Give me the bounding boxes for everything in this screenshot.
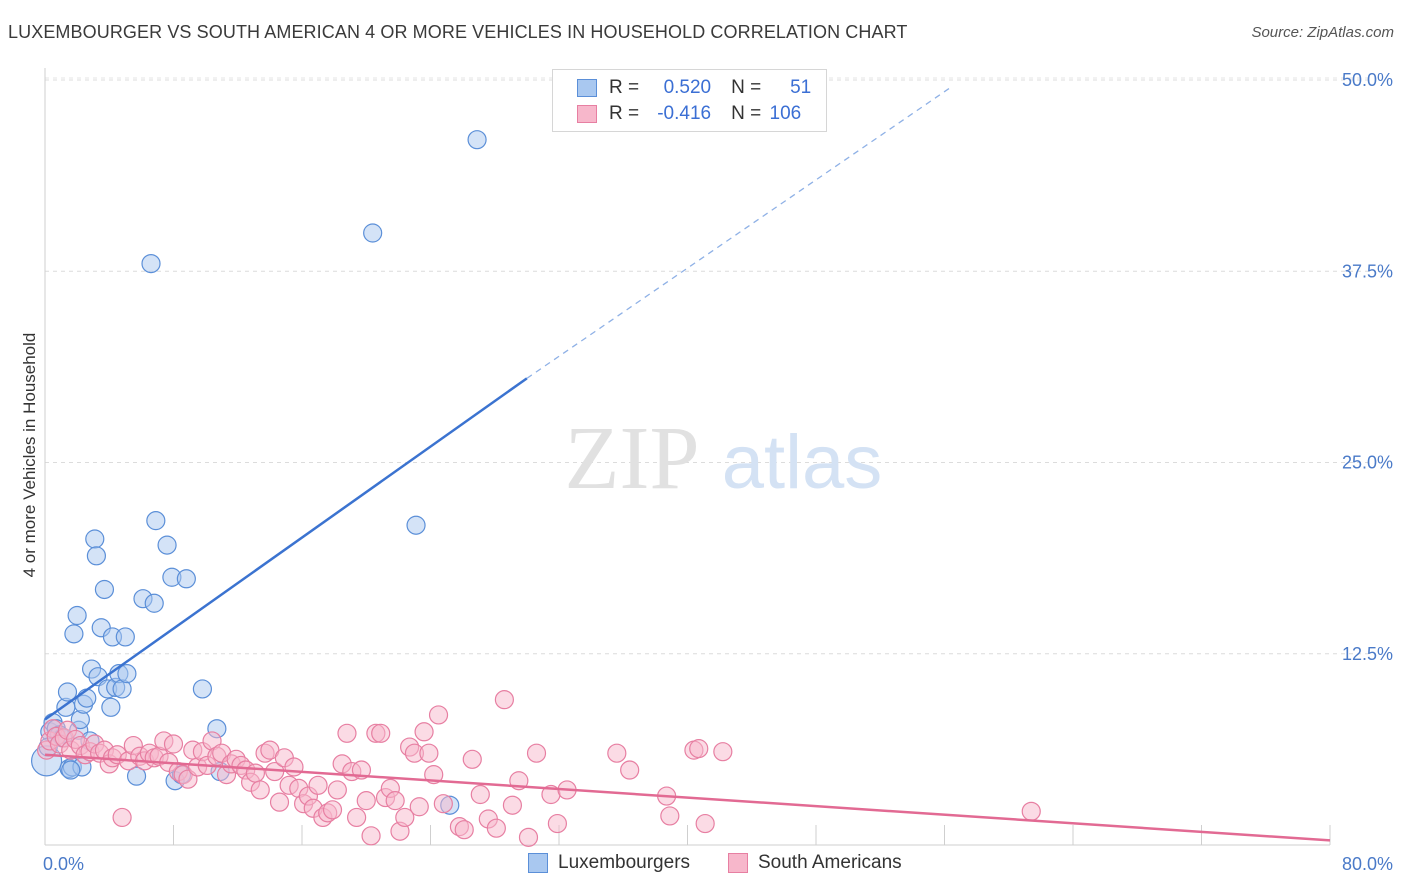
legend-label-luxembourgers: Luxembourgers	[558, 852, 691, 873]
south-american-point	[269, 792, 290, 812]
y-tick-label: 12.5%	[1342, 644, 1393, 664]
south-american-point	[337, 723, 357, 743]
x-tick-label-max: 80.0%	[1342, 854, 1393, 874]
south-american-point	[486, 818, 506, 838]
south-american-point	[428, 705, 449, 725]
axes	[44, 68, 1331, 846]
luxembourger-point	[126, 766, 147, 786]
luxembourger-point	[101, 697, 121, 717]
y-tick-label: 37.5%	[1342, 261, 1393, 281]
south-american-point	[518, 827, 539, 847]
chart-title: LUXEMBOURGER VS SOUTH AMERICAN 4 OR MORE…	[8, 22, 908, 42]
south-american-point	[494, 690, 514, 710]
trend-lines	[44, 85, 1331, 842]
south-americans-swatch	[577, 105, 597, 123]
luxembourger-point	[94, 579, 115, 600]
luxembourger-point	[406, 515, 426, 535]
south-american-point	[327, 780, 347, 800]
r-value-south-americans: -0.416	[657, 103, 712, 124]
south-american-point	[660, 806, 680, 826]
legend-row-south-americans: R = -0.416 N = 106	[577, 102, 801, 126]
luxembourger-point	[157, 535, 177, 555]
luxembourger-point	[192, 679, 213, 699]
south-american-point	[245, 763, 266, 783]
r-label: R =	[609, 103, 640, 124]
south-american-point	[689, 739, 709, 759]
south-american-point	[385, 791, 405, 811]
south-american-point	[620, 760, 640, 780]
watermark-zip: ZIP	[565, 409, 700, 508]
y-tick-label: 25.0%	[1342, 453, 1393, 473]
series-legend: Luxembourgers South Americans	[0, 852, 1406, 876]
x-tick-label-min: 0.0%	[43, 854, 84, 874]
south-american-point	[414, 722, 434, 742]
south-american-point	[462, 749, 482, 769]
luxembourger-point	[77, 688, 97, 708]
luxembourger-point	[176, 569, 196, 589]
luxembourger-point	[363, 223, 383, 243]
y-axis-label: 4 or more Vehicles in Household	[20, 333, 39, 578]
south-american-point	[163, 734, 184, 754]
luxembourger-trend-line	[44, 377, 528, 721]
luxembourger-point	[85, 529, 105, 549]
luxembourger-point	[67, 605, 87, 626]
n-value-south-americans: 106	[769, 103, 802, 124]
south-american-point	[250, 780, 270, 800]
data-points	[31, 130, 1041, 847]
luxembourger-point	[115, 627, 135, 647]
south-american-point	[470, 784, 490, 805]
luxembourger-point	[64, 624, 84, 644]
south-american-trend-line	[44, 753, 1331, 842]
south-american-point	[347, 807, 367, 828]
grid-lines	[45, 77, 1370, 655]
south-american-point	[371, 723, 391, 743]
legend-label-south-americans: South Americans	[758, 852, 902, 873]
luxembourger-point	[57, 682, 78, 702]
source-label: Source: ZipAtlas.com	[1251, 24, 1394, 41]
watermark: ZIP atlas	[565, 409, 883, 508]
south-american-point	[112, 807, 132, 828]
watermark-atlas: atlas	[722, 420, 883, 505]
legend-row-luxembourgers: R = 0.520 N = 51	[577, 76, 811, 100]
south-american-point	[322, 800, 343, 820]
r-label: R =	[609, 77, 640, 98]
n-value-luxembourgers: 51	[790, 77, 812, 98]
south-american-point	[547, 813, 567, 834]
south-american-point	[502, 795, 523, 815]
r-value-luxembourgers: 0.520	[663, 77, 712, 98]
south-american-point	[361, 826, 381, 846]
luxembourger-point	[467, 130, 487, 150]
south-american-point	[454, 820, 474, 840]
n-label: N =	[731, 103, 762, 124]
luxembourger-point	[141, 254, 161, 274]
south-american-point	[409, 797, 429, 817]
luxembourger-point	[144, 593, 164, 613]
south-american-point	[284, 757, 304, 777]
south-american-point	[713, 742, 733, 762]
luxembourger-point	[86, 546, 107, 566]
luxembourger-point	[117, 664, 137, 684]
correlation-legend: R = 0.520 N = 51 R = -0.416 N = 106	[552, 69, 827, 132]
tick-labels: 12.5% 25.0% 37.5% 50.0% 0.0% 80.0%	[43, 70, 1393, 874]
south-american-point	[1021, 801, 1041, 821]
south-american-point	[607, 743, 627, 763]
south-american-point	[695, 813, 715, 834]
y-tick-label: 50.0%	[1342, 70, 1393, 90]
luxembourgers-swatch	[528, 853, 548, 873]
luxembourger-point	[146, 511, 166, 531]
south-american-point	[356, 791, 376, 811]
south-american-point	[526, 743, 547, 763]
legend-item-south-americans[interactable]: South Americans	[728, 852, 902, 874]
luxembourger-point	[61, 760, 81, 780]
south-american-point	[308, 775, 328, 795]
luxembourger-trend-extension	[526, 85, 953, 379]
south-american-point	[419, 743, 439, 763]
south-americans-swatch	[728, 853, 748, 873]
legend-item-luxembourgers[interactable]: Luxembourgers	[528, 852, 690, 874]
south-american-point	[433, 794, 453, 814]
luxembourgers-swatch	[577, 79, 597, 97]
south-american-point	[395, 807, 415, 828]
n-label: N =	[731, 77, 762, 98]
